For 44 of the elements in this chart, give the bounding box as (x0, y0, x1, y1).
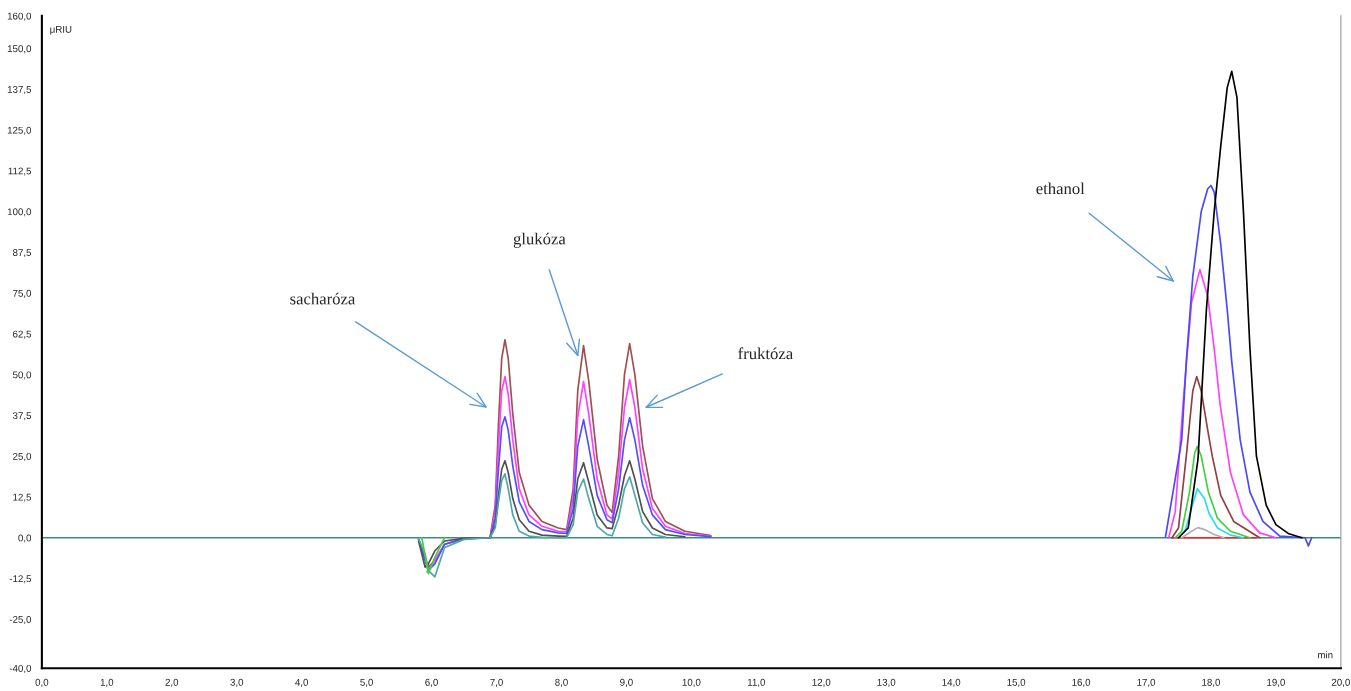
y-tick-label: 87,5 (12, 249, 32, 258)
annotation: ethanol (1036, 182, 1085, 195)
annotation: fruktóza (738, 347, 793, 360)
x-tick-label: 10,0 (682, 678, 701, 687)
y-tick-label: 112,5 (8, 167, 32, 176)
x-tick-label: 4,0 (295, 678, 309, 687)
y-tick-label: 37,5 (12, 412, 32, 421)
x-tick-label: 7,0 (490, 678, 503, 687)
x-tick-label: 1,0 (100, 678, 114, 687)
y-tick-label: 100,0 (7, 208, 32, 217)
y-tick-label: 25,0 (13, 452, 32, 461)
x-axis-title: min (1318, 651, 1333, 659)
x-tick-label: 19,0 (1267, 678, 1285, 687)
x-tick-label: 11,0 (747, 678, 766, 687)
x-tick-label: 3,0 (230, 678, 244, 687)
x-tick-label: 17,0 (1137, 678, 1156, 687)
annotation: glukóza (513, 232, 566, 248)
x-tick-label: 8,0 (555, 678, 568, 687)
y-axis-title: μRIU (50, 26, 72, 35)
y-tick-label: 12,5 (13, 493, 32, 502)
y-tick-label: -40,0 (9, 664, 32, 673)
y-tick-label: 50,0 (12, 371, 32, 380)
y-tick-label: 137,5 (7, 86, 32, 95)
y-tick-label: 160,0 (7, 12, 32, 21)
y-tick-label: -25,0 (9, 616, 32, 625)
annotation: sacharóza (290, 292, 356, 305)
y-tick-label: 125,0 (7, 126, 32, 135)
x-tick-label: 0,0 (35, 678, 49, 687)
x-tick-label: 9,0 (620, 678, 633, 687)
y-tick-label: 62,5 (13, 330, 32, 339)
x-tick-label: 2,0 (165, 678, 179, 687)
x-tick-label: 5,0 (360, 678, 374, 687)
y-tick-label: 0,0 (18, 534, 32, 543)
x-tick-label: 15,0 (1007, 678, 1026, 687)
x-tick-label: 12,0 (812, 678, 831, 687)
x-tick-label: 14,0 (942, 678, 961, 687)
x-tick-label: 13,0 (877, 678, 896, 687)
x-tick-label: 16,0 (1072, 678, 1091, 687)
y-tick-label: 150,0 (7, 45, 32, 54)
x-tick-label: 18,0 (1202, 678, 1221, 687)
x-tick-label: 6,0 (425, 678, 438, 687)
y-tick-label: 75,0 (13, 289, 32, 298)
y-tick-label: -12,5 (9, 575, 32, 584)
x-tick-label: 20,0 (1331, 678, 1350, 687)
